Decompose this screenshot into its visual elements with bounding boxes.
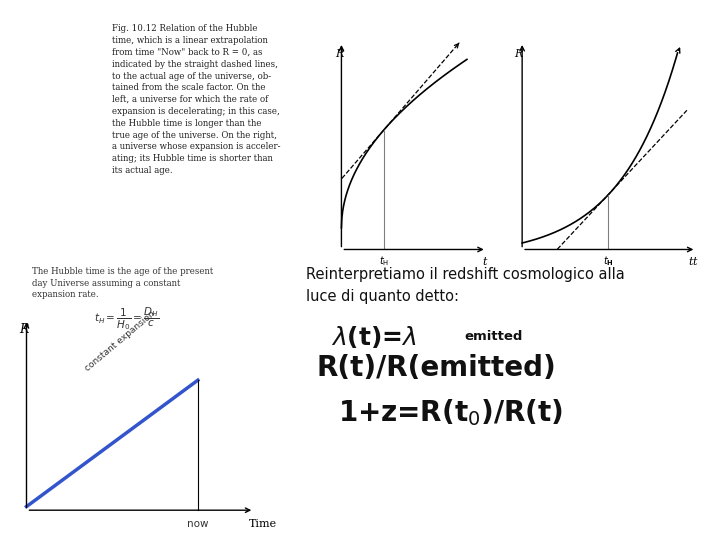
Text: Reinterpretiamo il redshift cosmologico alla: Reinterpretiamo il redshift cosmologico …	[306, 267, 625, 282]
Text: R: R	[515, 49, 523, 59]
Text: luce di quanto detto:: luce di quanto detto:	[306, 289, 459, 304]
Text: R: R	[336, 49, 343, 59]
Text: t: t	[689, 256, 693, 267]
Text: $\lambda$(t)=$\lambda$: $\lambda$(t)=$\lambda$	[331, 324, 417, 350]
Text: The Hubble time is the age of the present
day Universe assuming a constant
expan: The Hubble time is the age of the presen…	[32, 267, 214, 299]
Text: $t_H = \dfrac{1}{H_0} = \dfrac{D_H}{c}$: $t_H = \dfrac{1}{H_0} = \dfrac{D_H}{c}$	[94, 305, 158, 332]
Text: t: t	[693, 256, 697, 267]
Text: $t_\mathrm{H}$: $t_\mathrm{H}$	[379, 254, 389, 268]
Text: now: now	[187, 518, 209, 529]
Text: R: R	[19, 323, 29, 336]
Text: Time: Time	[249, 518, 277, 529]
Text: t: t	[482, 256, 487, 267]
Text: constant expansion: constant expansion	[83, 309, 156, 373]
Text: $t_\mathbf{H}$: $t_\mathbf{H}$	[603, 254, 613, 268]
Text: Fig. 10.12 Relation of the Hubble
time, which is a linear extrapolation
from tim: Fig. 10.12 Relation of the Hubble time, …	[112, 24, 280, 175]
Text: R(t)/R(emitted): R(t)/R(emitted)	[317, 354, 557, 382]
Text: emitted: emitted	[464, 330, 523, 343]
Text: 1+z=R(t$_0$)/R(t): 1+z=R(t$_0$)/R(t)	[338, 397, 564, 428]
